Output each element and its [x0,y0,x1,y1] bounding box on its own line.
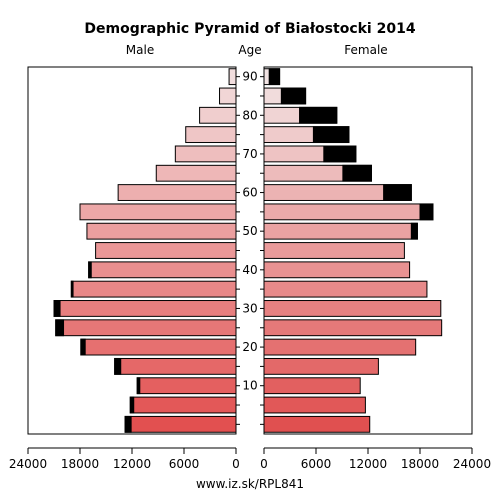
chart-title: Demographic Pyramid of Białostocki 2014 [84,21,415,37]
female-bar-0-4 [263,415,371,433]
female-x-tick-label: 0 [260,457,268,471]
male-excess-bar-35-39 [70,280,74,298]
age-tick-label-50: 50 [242,224,257,238]
male-bar-5-9 [129,396,237,414]
male-bar-55-59 [79,203,237,221]
male-x-tick-label: 18000 [61,457,99,471]
male-x-axis: 24000 18000 12000 6000 0 [9,447,240,471]
female-bar-5-9 [263,396,366,414]
male-excess-bar-10-14 [136,377,141,395]
male-bar-75-79 [185,126,237,144]
age-tick-label-30: 30 [242,301,257,315]
female-bar-15-19 [263,357,379,375]
female-bar-40-44 [263,261,411,279]
female-excess-bar-55-59 [419,203,434,221]
male-excess-bar-40-44 [88,261,92,279]
age-tick-label-90: 90 [242,70,257,84]
male-bar-80-84 [199,106,237,124]
age-tick-label-40: 40 [242,263,257,277]
male-bar-15-19 [114,357,237,375]
male-panel [27,66,237,435]
female-excess-bar-65-69 [342,164,372,182]
age-axis: 10 20 30 40 50 60 70 80 90 [236,70,264,425]
footer-url: www.iz.sk/RPL841 [196,477,304,491]
age-tick-label-70: 70 [242,147,257,161]
female-excess-bar-90+ [268,68,281,86]
female-x-tick-label: 12000 [349,457,387,471]
female-bar-10-14 [263,377,361,395]
female-panel [263,66,473,435]
male-bar-85-89 [219,87,237,105]
female-label: Female [344,43,387,57]
female-bar-25-29 [263,319,443,337]
female-excess-bar-75-79 [312,126,350,144]
male-bar-40-44 [88,261,237,279]
female-bar-50-54 [263,222,418,240]
female-excess-bar-70-74 [323,145,357,163]
male-excess-bar-0-4 [124,415,132,433]
male-bar-35-39 [70,280,237,298]
male-bar-70-74 [174,145,237,163]
male-bar-60-64 [117,184,237,201]
male-bar-90+ [228,68,237,86]
male-bar-65-69 [155,164,237,182]
male-x-tick-label: 24000 [9,457,47,471]
female-x-axis: 0 6000 12000 18000 24000 [260,447,491,471]
male-bar-30-34 [53,300,237,317]
male-excess-bar-20-24 [80,338,86,356]
female-excess-bar-50-54 [410,222,418,240]
female-x-tick-label: 24000 [453,457,491,471]
male-label: Male [126,43,154,57]
female-bar-45-49 [263,242,405,259]
age-tick-label-80: 80 [242,108,257,122]
male-bar-25-29 [55,319,237,337]
male-excess-bar-25-29 [55,319,65,337]
age-tick-label-60: 60 [242,186,257,200]
female-excess-bar-85-89 [280,87,307,105]
male-bar-10-14 [136,377,237,395]
male-x-tick-label: 12000 [113,457,151,471]
female-bar-30-34 [263,300,442,317]
male-bar-50-54 [86,222,237,240]
male-bar-20-24 [80,338,237,356]
female-x-tick-label: 6000 [301,457,332,471]
male-excess-bar-5-9 [129,396,135,414]
age-tick-label-20: 20 [242,340,257,354]
female-bar-55-59 [263,203,434,221]
male-x-tick-label: 6000 [169,457,200,471]
female-bar-20-24 [263,338,417,356]
male-bar-45-49 [95,242,237,259]
female-excess-bar-60-64 [383,184,412,201]
male-excess-bar-30-34 [53,300,61,317]
male-excess-bar-15-19 [114,357,122,375]
female-x-tick-label: 18000 [401,457,439,471]
male-x-tick-label: 0 [232,457,240,471]
female-excess-bar-80-84 [299,106,338,124]
age-tick-label-10: 10 [242,379,257,393]
male-bar-0-4 [124,415,237,433]
age-label: Age [238,43,261,57]
female-bar-35-39 [263,280,428,298]
